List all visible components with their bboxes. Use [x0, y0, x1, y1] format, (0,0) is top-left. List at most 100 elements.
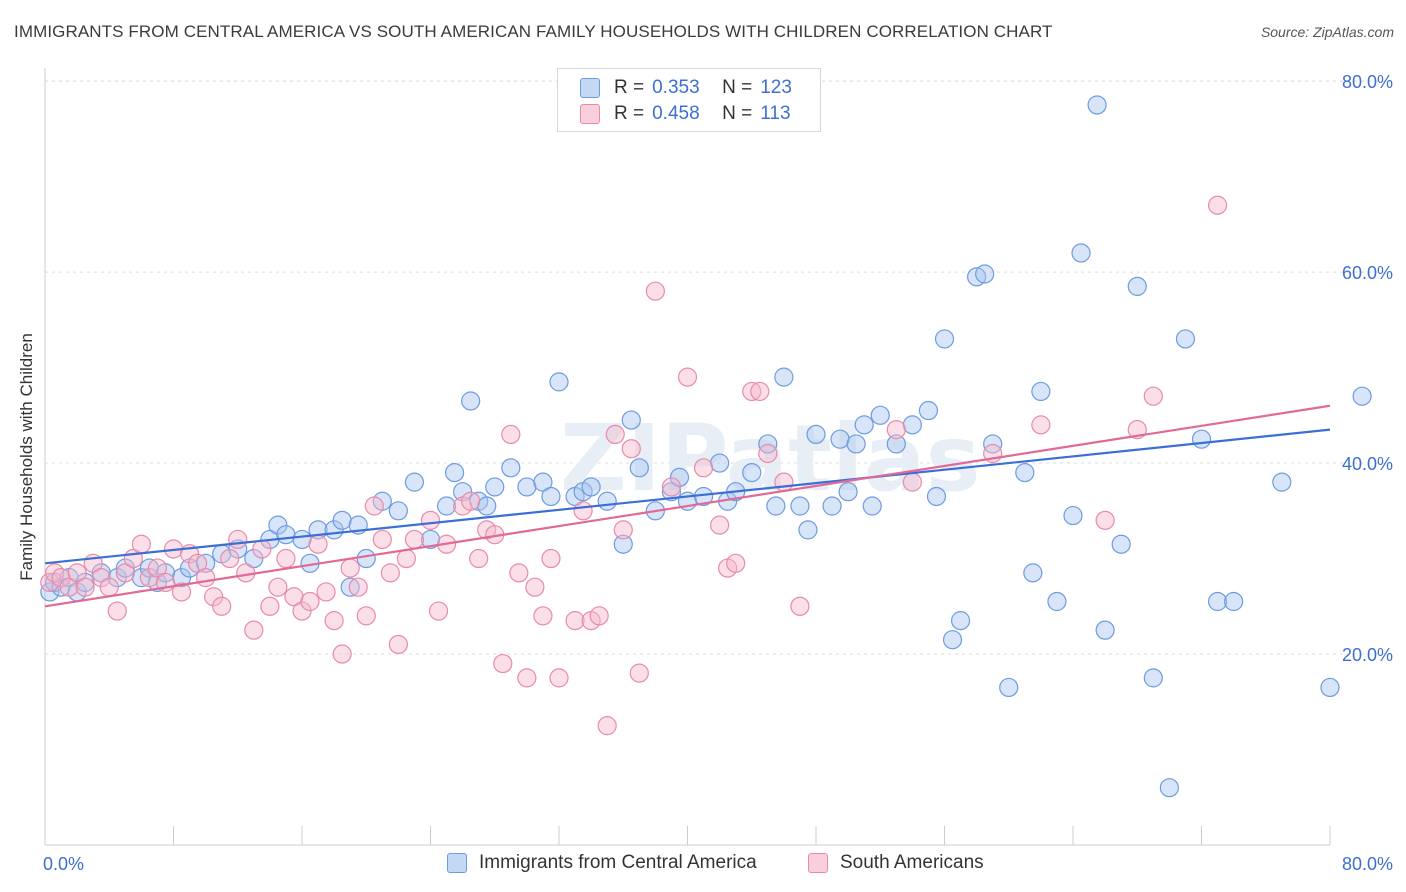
blue-data-point [838, 482, 858, 502]
blue-data-point [549, 372, 569, 392]
pink-data-point [750, 381, 770, 402]
pink-data-point [340, 558, 360, 578]
pink-data-point [276, 548, 296, 569]
source-label: Source: ZipAtlas.com [1260, 24, 1394, 40]
blue-data-point [846, 434, 866, 454]
bottom-legend-south-americans: South Americans [808, 852, 984, 874]
blue-data-point [806, 424, 826, 445]
blue-data-point [822, 496, 842, 516]
legend-n-value: 123 [760, 77, 792, 98]
blue-data-point [742, 462, 762, 483]
blue-data-point [340, 577, 360, 597]
legend-row-south-americans: R = 0.458 N = 113 [580, 102, 791, 126]
blue-data-point [444, 462, 465, 483]
pink-data-point [541, 548, 561, 569]
bottom-legend-central-america: Immigrants from Central America [447, 852, 757, 874]
blue-data-point [332, 510, 352, 530]
legend-swatch-pink [580, 104, 600, 124]
pink-data-point [629, 663, 649, 683]
blue-data-point [710, 453, 730, 473]
pink-data-point [364, 496, 384, 516]
blue-data-point [975, 264, 995, 284]
blue-data-point [388, 501, 408, 521]
blue-data-point [1015, 462, 1035, 483]
pink-data-point [533, 606, 553, 626]
pink-data-point [693, 458, 714, 478]
pink-data-point [372, 529, 392, 550]
blue-data-point [436, 496, 457, 516]
blue-data-point [999, 677, 1019, 698]
pink-data-point [107, 601, 127, 621]
pink-data-point [726, 553, 746, 573]
blue-trend-line [44, 428, 1331, 565]
pink-data-point [710, 515, 730, 535]
bottom-legend-label: Immigrants from Central America [479, 852, 757, 873]
x-tick-label: 80.0% [1342, 854, 1393, 874]
blue-data-point [1207, 591, 1228, 612]
blue-data-point [1063, 505, 1083, 526]
blue-data-point [1023, 563, 1043, 583]
blue-data-point [854, 415, 874, 435]
blue-data-point [790, 496, 810, 516]
blue-data-point [292, 529, 312, 550]
pink-data-point [677, 367, 698, 387]
pink-data-point [758, 443, 778, 464]
blue-data-point [613, 534, 633, 554]
pink-data-point [886, 420, 906, 440]
pink-data-point [268, 577, 288, 597]
pink-data-point [661, 477, 682, 497]
pink-data-point [597, 716, 617, 736]
blue-data-point [485, 477, 505, 497]
pink-data-point [621, 439, 641, 459]
legend-swatch-blue [580, 78, 600, 98]
blue-data-point [517, 477, 537, 497]
pink-data-point [220, 548, 240, 569]
pink-data-point [1143, 386, 1163, 406]
x-tick-label: 0.0% [43, 854, 84, 874]
pink-data-point [396, 548, 417, 569]
blue-data-point [501, 458, 521, 478]
blue-data-point [1272, 472, 1292, 492]
pink-data-point [147, 558, 168, 578]
pink-data-point [1031, 415, 1051, 435]
bottom-legend-swatch-blue [447, 853, 467, 873]
blue-data-point [477, 496, 497, 516]
pink-data-point [645, 281, 665, 301]
blue-data-point [1143, 668, 1163, 688]
pink-data-point [67, 563, 87, 583]
legend-r-value: 0.353 [652, 77, 700, 98]
pink-data-point [380, 563, 400, 583]
pink-data-point [115, 563, 135, 583]
stats-legend: R = 0.353 N = 123 R = 0.458 N = 113 [557, 68, 821, 132]
pink-data-point [40, 572, 60, 593]
pink-data-point [428, 601, 449, 621]
pink-data-point [356, 606, 376, 626]
pink-data-point [196, 568, 216, 588]
blue-data-point [461, 391, 481, 411]
pink-data-point [549, 668, 569, 688]
blue-data-point [926, 486, 947, 507]
blue-data-point [1352, 386, 1372, 406]
y-tick-label: 80.0% [1342, 72, 1393, 92]
pink-data-point [469, 548, 489, 569]
y-tick-label: 20.0% [1342, 645, 1393, 665]
blue-data-point [1127, 276, 1147, 296]
y-tick-label: 60.0% [1342, 263, 1393, 283]
pink-data-point [59, 577, 79, 597]
y-tick-label: 40.0% [1342, 454, 1393, 474]
blue-data-point [942, 630, 963, 650]
pink-data-point [171, 582, 192, 602]
blue-data-point [196, 553, 216, 573]
pink-data-point [260, 596, 280, 616]
blue-data-point [1031, 381, 1051, 402]
pink-data-point [404, 529, 425, 550]
pink-data-point [461, 491, 481, 511]
pink-data-point [348, 577, 368, 597]
pink-data-point [1095, 510, 1115, 530]
chart-title: IMMIGRANTS FROM CENTRAL AMERICA VS SOUTH… [14, 22, 1053, 41]
pink-data-point [252, 539, 272, 559]
legend-n-label: N = [722, 77, 753, 98]
pink-data-point [332, 644, 352, 664]
blue-data-point [830, 429, 850, 449]
blue-data-point [629, 458, 649, 478]
